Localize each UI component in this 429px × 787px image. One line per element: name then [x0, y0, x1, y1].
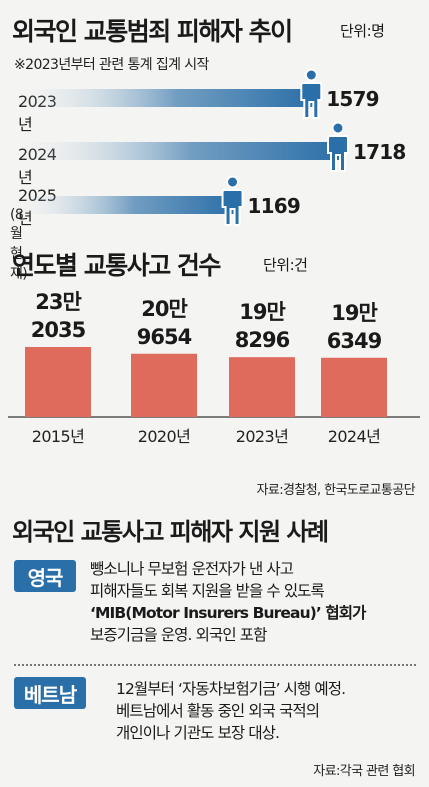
chart1-value-label: 1169 — [248, 194, 300, 218]
chart1-category-sublabel: (8월 현재) — [10, 207, 28, 282]
case-line: 보증기금을 운영. 외국인 포함 — [90, 626, 267, 644]
chart1-value-label: 1579 — [326, 87, 378, 111]
chart1-value-label: 1718 — [353, 140, 405, 164]
country-badge-vietnam: 베트남 — [14, 677, 86, 709]
case-line: 개인이나 기관도 보장 대상. — [116, 724, 280, 742]
section3-title: 외국인 교통사고 피해자 지원 사례 — [12, 518, 329, 546]
source-label-2: 자료:각국 관련 협회 — [313, 764, 415, 779]
chart2-tick-label: 2024년 — [328, 427, 380, 446]
chart1-title: 외국인 교통범죄 피해자 추이 — [12, 17, 293, 46]
chart1-bar — [10, 142, 340, 160]
section-divider — [14, 664, 416, 666]
chart1-unit: 단위:명 — [340, 22, 385, 40]
chart1-bar — [10, 89, 314, 107]
case-line-bold: ‘MIB(Motor Insurers Bureau)’ 협회가 — [90, 604, 366, 622]
chart2-bar — [321, 357, 387, 417]
chart2-tick-label: 2015년 — [32, 427, 84, 446]
chart2-value-label: 2035 — [31, 318, 86, 342]
person-icon — [221, 175, 244, 226]
source-label: 자료:경찰청, 한국도로교통공단 — [256, 483, 415, 498]
case-line: ‘MIB(Motor Insurers Bureau)’ 협회가 — [90, 602, 366, 624]
chart2-value-label: 9654 — [137, 325, 192, 349]
chart2-value-label: 8296 — [235, 328, 290, 352]
person-icon — [300, 68, 323, 119]
chart2-unit: 단위:건 — [263, 256, 308, 274]
chart2-plot: 23만 2035 2015년 20만 9654 2020년 19만 8296 2023년 19만 6… — [8, 290, 420, 446]
chart2-tick-label: 2020년 — [138, 427, 190, 446]
case-line: 12월부터 ‘자동차보험기금’ 시행 예정. — [116, 678, 346, 700]
country-badge-uk: 영국 — [14, 560, 76, 592]
case-line: 베트남에서 활동 중인 외국 국적의 — [116, 702, 320, 720]
case-description-vietnam: 12월부터 ‘자동차보험기금’ 시행 예정. 베트남에서 활동 중인 외국 국적… — [116, 678, 346, 744]
chart1-bar — [10, 196, 235, 214]
chart2-value-label: 19만 — [331, 301, 377, 325]
chart2-value-label: 19만 — [239, 300, 285, 324]
chart2-tick-label: 2023년 — [236, 427, 288, 446]
case-line: 뺑소니나 무보험 운전자가 낸 사고 — [90, 560, 294, 578]
person-icon — [327, 121, 349, 172]
case-line-bold: 12월부터 ‘자동차보험기금’ 시행 예정. — [116, 680, 346, 698]
chart1-note: ※2023년부터 관련 통계 집계 시작 — [14, 57, 209, 73]
chart2-bar — [25, 347, 91, 417]
case-line: 피해자들도 회복 지원을 받을 수 있도록 — [90, 582, 325, 600]
chart2-value-label: 23만 — [35, 290, 81, 314]
case-description-uk: 뺑소니나 무보험 운전자가 낸 사고 피해자들도 회복 지원을 받을 수 있도록… — [90, 558, 366, 646]
chart1-plot: 1579 1718 1169 — [10, 68, 406, 226]
chart2-value-label: 6349 — [327, 329, 382, 353]
chart2-bar — [131, 353, 197, 417]
chart2-bar — [229, 357, 295, 417]
chart2-value-label: 20만 — [141, 297, 187, 321]
chart2-title: 연도별 교통사고 건수 — [12, 251, 221, 280]
